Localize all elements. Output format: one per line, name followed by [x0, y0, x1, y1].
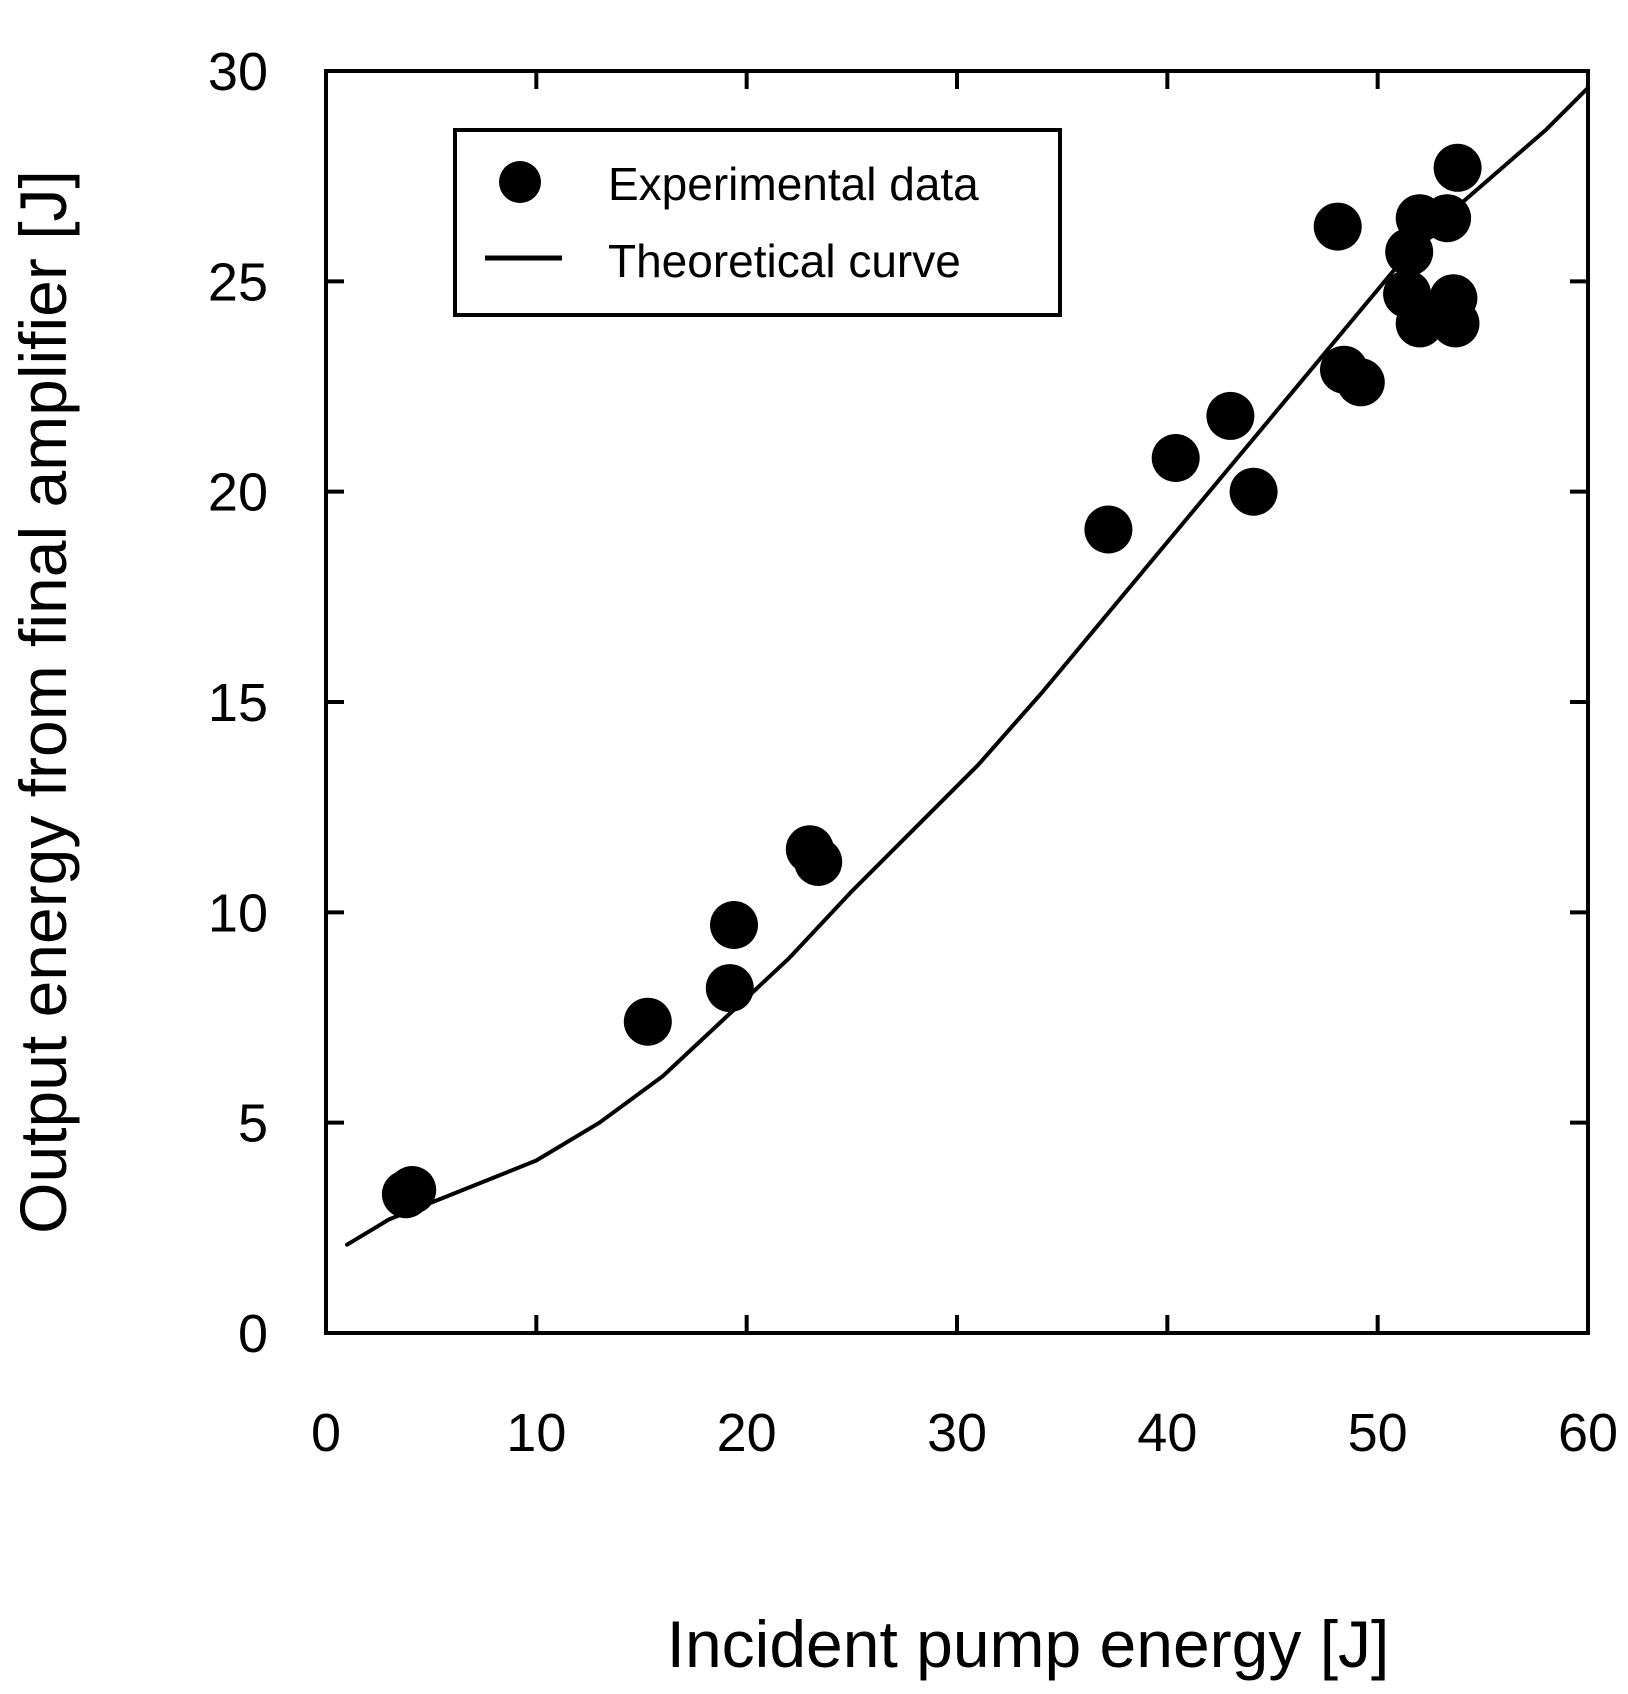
points-layer	[381, 143, 1482, 1219]
curve-layer	[345, 85, 1590, 1247]
data-point	[794, 837, 843, 886]
x-tick-label: 50	[1348, 1403, 1408, 1463]
y-tick-label: 0	[238, 1304, 268, 1364]
x-tick-label: 60	[1558, 1403, 1618, 1463]
theoretical-curve	[345, 85, 1590, 1247]
y-axis-label: Output energy from final amplifier [J]	[6, 170, 80, 1234]
x-ticks: 0 10 20 30 40 50 60	[311, 71, 1618, 1463]
legend: Experimental data Theoretical curve	[453, 128, 1062, 317]
legend-label-theoretical: Theoretical curve	[608, 235, 961, 287]
x-axis-label: Incident pump energy [J]	[667, 1607, 1390, 1681]
y-tick-label: 5	[238, 1094, 268, 1154]
data-point	[705, 964, 754, 1013]
data-point	[623, 997, 672, 1046]
legend-box	[453, 128, 1062, 317]
y-tick-label: 15	[208, 673, 268, 733]
data-point	[1229, 467, 1278, 516]
x-tick-label: 0	[311, 1403, 341, 1463]
y-tick-label: 20	[208, 463, 268, 523]
data-point	[1084, 505, 1133, 554]
data-point	[388, 1166, 437, 1214]
x-tick-label: 30	[927, 1403, 987, 1463]
data-point	[1206, 391, 1255, 440]
data-point	[1395, 299, 1444, 348]
data-point	[1313, 202, 1362, 251]
legend-marker-experimental	[499, 161, 541, 203]
y-tick-label: 30	[208, 42, 268, 102]
data-point	[1431, 299, 1480, 348]
y-ticks: 0 5 10 15 20 25 30	[208, 42, 1588, 1364]
y-tick-label: 25	[208, 252, 268, 312]
data-point	[1151, 434, 1200, 482]
x-tick-label: 20	[717, 1403, 777, 1463]
legend-label-experimental: Experimental data	[608, 158, 979, 210]
data-point	[1423, 194, 1472, 243]
x-tick-label: 40	[1137, 1403, 1197, 1463]
data-point	[710, 901, 758, 949]
data-point	[1433, 143, 1482, 192]
data-point	[1336, 358, 1385, 407]
y-tick-label: 10	[208, 883, 268, 943]
x-tick-label: 10	[506, 1403, 566, 1463]
